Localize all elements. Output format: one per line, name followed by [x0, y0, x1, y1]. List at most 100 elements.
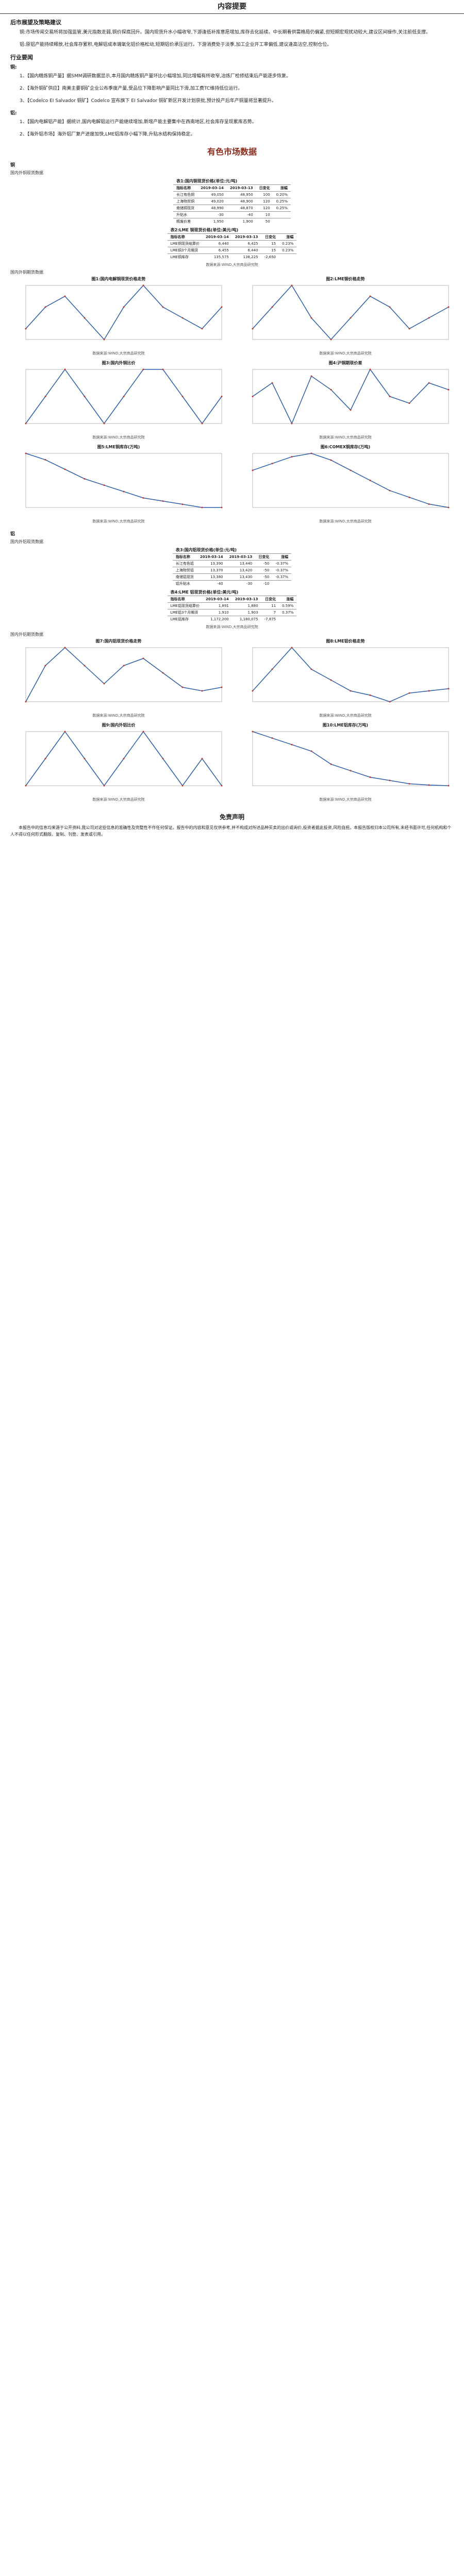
series-line [25, 453, 222, 508]
table-cell: 南储铝现货 [172, 573, 197, 581]
table-cell: -10 [255, 580, 273, 587]
table-cell: 120 [256, 198, 273, 205]
data-point [162, 500, 164, 502]
plot-frame [25, 731, 222, 786]
series-line [252, 368, 449, 425]
table-cell: 138,225 [231, 253, 261, 260]
data-point [181, 317, 184, 319]
data-point [350, 409, 352, 411]
data-point [330, 338, 332, 341]
data-point [428, 317, 430, 319]
data-point [291, 743, 293, 745]
table-alu-domestic: 表3:国内铝现货价格(单位:元/吨) 指标名称 2019-03-14 2019-03-… [172, 547, 292, 587]
data-point [201, 690, 203, 692]
chart-title: 图4:沪铜期现价差 [328, 361, 362, 365]
industry-sub-aluminium: 铝: [10, 111, 17, 116]
data-point [350, 469, 352, 471]
table-cell: LME铝库存 [167, 616, 203, 622]
table-cell: 0.20% [273, 191, 291, 198]
table-cell: 0.23% [279, 247, 297, 254]
series-line [252, 453, 449, 508]
data-point [221, 306, 223, 308]
table-cell: 6,455 [202, 247, 232, 254]
chart-plot [252, 647, 450, 703]
chart-title: 图7:国内铝现货价格走势 [95, 639, 142, 643]
data-point [389, 396, 391, 397]
table-cell: 48,900 [226, 198, 256, 205]
plot-frame [252, 731, 449, 786]
data-point [389, 779, 391, 782]
data-point [123, 396, 125, 397]
table-cell: 13,370 [196, 567, 226, 574]
data-point [201, 422, 203, 425]
data-point [330, 388, 332, 391]
data-point [448, 306, 450, 308]
chart-source: 数据来源:WIND,大宗商品研究院 [319, 798, 372, 802]
table-header: 指标名称 [167, 596, 203, 603]
data-point [64, 647, 66, 649]
news-item: 2、【海外铝市场】海外铝厂复产进度加快,LME铝库存小幅下降,升贴水结构保持稳定… [20, 132, 195, 137]
table-row: LME铜3个月期货 6,455 6,440 15 0.23% [167, 247, 297, 254]
table-header: 2019-03-14 [202, 233, 232, 241]
data-point [428, 503, 430, 505]
data-point [25, 328, 27, 330]
table-cell: 6,440 [231, 247, 261, 254]
data-point [369, 368, 371, 370]
table-row: LME铝库存 1,172,200 1,180,075 -7,875 [167, 616, 297, 622]
data-point [103, 683, 105, 685]
table-cell [273, 218, 291, 225]
plot-frame [25, 285, 222, 340]
chart-source: 数据来源:WIND,大宗商品研究院 [319, 435, 372, 439]
page-title: 内容提要 [0, 0, 464, 14]
data-point [221, 506, 223, 509]
table-header: 2019-03-13 [226, 553, 256, 561]
series-line [252, 284, 449, 341]
table-cell: -50 [255, 573, 273, 581]
chart-title: 图5:LME铜库存(万吨) [97, 445, 140, 449]
data-point [389, 489, 391, 492]
data-point [84, 665, 86, 667]
chart-source: 数据来源:WIND,大宗商品研究院 [319, 351, 372, 355]
data-point [201, 506, 203, 509]
disclaimer-text: 本报告中的信息均来源于公开资料,我公司对这些信息的准确性及完整性不作任何保证。报… [10, 825, 452, 837]
table-cell: LME铜3个月期货 [167, 247, 203, 254]
data-point [271, 463, 273, 465]
table-cell: 1,903 [231, 609, 261, 616]
table-header: 指标名称 [173, 184, 198, 192]
chart: 图2:LME铜价格走势 数据来源:WIND,大宗商品研究院 [237, 276, 454, 356]
table-header: 2019-03-13 [231, 596, 261, 603]
table-cell: -40 [226, 211, 256, 218]
table-cell: -0.37% [272, 573, 292, 581]
table-cell: 10 [256, 211, 273, 218]
chart: 图3:国内外铜比价 数据来源:WIND,大宗商品研究院 [10, 360, 227, 440]
table-header: 2019-03-13 [231, 233, 261, 241]
data-point [408, 402, 410, 404]
data-point [350, 317, 352, 319]
table-cell: 50 [256, 218, 273, 225]
table-row: 上海物贸铝 13,370 13,420 -50 -0.37% [172, 567, 292, 574]
table-copper-domestic: 表1:国内铜现货价格(单位:元/吨) 指标名称 2019-03-14 2019-03-… [173, 178, 291, 225]
data-point [181, 503, 184, 505]
chart-grid-aluminium: 图7:国内铝现货价格走势 数据来源:WIND,大宗商品研究院 图8:LME铝价格走势… [0, 638, 464, 806]
data-point [408, 692, 410, 694]
data-point [448, 785, 450, 787]
data-point [162, 306, 164, 308]
data-point [350, 690, 352, 692]
data-point [291, 456, 293, 458]
summary-title: 后市展望及策略建议 [10, 19, 61, 26]
source-note: 数据来源:WIND,大宗商品研究院 [206, 625, 258, 629]
table-row: 长江有色铝 13,390 13,440 -50 -0.37% [172, 560, 292, 567]
chart-plot [25, 647, 223, 703]
table-cell [272, 580, 292, 587]
data-point [448, 388, 450, 391]
data-point [408, 328, 410, 330]
data-point [162, 758, 164, 759]
data-point [181, 396, 184, 397]
table-copper-lme: 表2:LME 铜现货价格(单位:美元/吨) 指标名称 2019-03-14 2019-… [167, 227, 297, 260]
subsection-label: 国内外铜现货数据 [10, 171, 43, 175]
data-point [369, 480, 371, 481]
data-point [221, 785, 223, 787]
table-row: 上海物贸铜 49,020 48,900 120 0.25% [173, 198, 291, 205]
series-line [25, 647, 222, 702]
table-cell: 48,950 [226, 191, 256, 198]
